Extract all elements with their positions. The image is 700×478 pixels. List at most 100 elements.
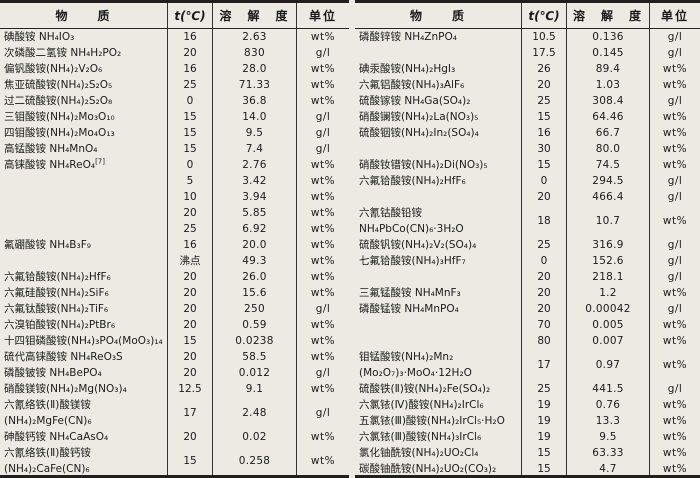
substance-name: 六氟铪酸铵(NH₄)₂HfF₆	[359, 175, 466, 187]
solubility-value: 66.7	[595, 127, 621, 139]
temperature-cell: 0 20	[522, 253, 567, 285]
substance-cell: 碘汞酸铵(NH₄)₂HgI₃	[355, 61, 522, 77]
col-substance-header: 物 质	[0, 3, 168, 28]
substance-name: 硫酸铟铵(NH₄)₂In₂(SO₄)₄	[359, 127, 479, 139]
unit-cell: wt% wt% wt% wt% wt%	[297, 157, 349, 237]
solubility-table-right: 物 质 t(℃) 溶 解 度 单位 磷酸锌铵 NH₄ZnPO₄ 10.5 17.5 0.136…	[355, 0, 700, 478]
unit-value: wt%	[662, 463, 688, 475]
table-row: 四钼酸铵(NH₄)₂Mo₄O₁₃ 15 9.5 g/l	[0, 125, 349, 141]
unit-cell: wt%	[297, 269, 349, 285]
unit-value: g/l	[667, 239, 683, 251]
unit-value: wt%	[662, 359, 688, 371]
temperature-cell: 25	[522, 237, 567, 253]
col-unit-header: 单位	[650, 3, 700, 28]
substance-name: 硝酸镧铵(NH₄)₂La(NO₃)₅	[359, 111, 479, 123]
unit-value: wt%	[310, 455, 336, 467]
temperature-value: 18	[537, 215, 551, 227]
unit-cell: g/l	[650, 381, 700, 397]
substance-cell: 五氯铱(Ⅲ)酸铵(NH₄)₂IrCl₅·H₂O	[355, 413, 522, 429]
solubility-value: 152.6	[592, 255, 624, 267]
solubility-cell: 0.02	[213, 429, 297, 445]
substance-cell: 磷酸锌铵 NH₄ZnPO₄	[355, 29, 522, 61]
solubility-value: 0.76	[595, 399, 621, 411]
temperature-value: 10	[183, 191, 197, 203]
temperature-cell: 20	[168, 285, 213, 301]
table-row: 氟硼酸铵 NH₄B₃F₉ 16 沸点 20.0 49.3 wt% wt%	[0, 237, 349, 269]
solubility-value: 15.6	[242, 287, 267, 299]
temperature-value: 0	[540, 175, 548, 187]
temperature-value: 25	[537, 239, 551, 251]
substance-name: 碘汞酸铵(NH₄)₂HgI₃	[359, 63, 456, 75]
temperature-value: 0	[186, 159, 194, 171]
unit-value: wt%	[662, 399, 688, 411]
solubility-value: 3.94	[242, 191, 267, 203]
unit-cell: wt%	[297, 349, 349, 365]
substance-name: (NH₄)₂MgFe(CN)₆	[4, 415, 92, 427]
temperature-cell: 20	[522, 285, 567, 301]
temperature-value: 26	[537, 63, 551, 75]
temperature-value: 17	[537, 359, 551, 371]
temperature-cell: 0 5 10 20 25	[168, 157, 213, 237]
table-row: 三氟锰酸铵 NH₄MnF₃ 20 1.2 wt%	[355, 285, 700, 301]
temperature-value: 15	[183, 111, 197, 123]
unit-value: wt%	[662, 287, 688, 299]
substance-name: 六氟硅酸铵(NH₄)₂SiF₆	[4, 287, 109, 299]
substance-cell: 六氟钛酸铵(NH₄)₂TiF₆	[0, 301, 168, 317]
col-solubility-header-label: 溶 解 度	[219, 9, 290, 23]
solubility-cell: 14.0	[213, 109, 297, 125]
substance-name: (NH₄)₂CaFe(CN)₆	[4, 463, 90, 475]
table-row: 硫酸铟铵(NH₄)₂In₂(SO₄)₄ 16 30 66.7 80.0 wt% wt%	[355, 125, 700, 157]
solubility-cell: 1.2	[567, 285, 650, 301]
unit-cell: wt%	[297, 429, 349, 445]
unit-cell: wt%	[650, 77, 700, 93]
substance-cell: 硫酸铁(Ⅱ)铵(NH₄)₂Fe(SO₄)₂	[355, 381, 522, 397]
temperature-value: 19	[537, 399, 551, 411]
substance-name: 六氟铪酸铵(NH₄)₂HfF₆	[4, 271, 111, 283]
substance-name: 七氟铪酸铵(NH₄)₃HfF₇	[359, 255, 466, 267]
unit-cell: g/l g/l	[650, 29, 700, 61]
table-row: 次磷酸二氢铵 NH₄H₂PO₂ 20 830 g/l	[0, 45, 349, 61]
unit-value: wt%	[662, 143, 688, 155]
table-row: 六氯铱(Ⅲ)酸铵(NH₄)₃IrCl₆ 19 9.5 wt%	[355, 429, 700, 445]
table-row: 硫酸镓铵 NH₄Ga(SO₄)₂ 25 308.4 g/l	[355, 93, 700, 109]
solubility-value: 20.0	[242, 239, 267, 251]
solubility-value: 250	[244, 303, 265, 315]
unit-value: wt%	[310, 383, 336, 395]
solubility-cell: 89.4	[567, 61, 650, 77]
temperature-cell: 20	[168, 45, 213, 61]
solubility-value: 63.33	[592, 447, 624, 459]
unit-value: g/l	[667, 175, 683, 187]
unit-value: wt%	[310, 63, 336, 75]
unit-cell: g/l	[297, 397, 349, 429]
temperature-cell: 17	[522, 349, 567, 381]
unit-value: g/l	[667, 31, 683, 43]
substance-name: 过二硫酸铵(NH₄)₂S₂O₈	[4, 95, 113, 107]
temperature-value: 20	[183, 351, 197, 363]
table-row: 六氟铪酸铵(NH₄)₂HfF₆ 0 20 294.5 466.4 g/l g/l	[355, 173, 700, 205]
temperature-value: 19	[537, 415, 551, 427]
table-row: 磷酸锌铵 NH₄ZnPO₄ 10.5 17.5 0.136 0.145 g/l g/l	[355, 29, 700, 61]
temperature-value: 20	[537, 79, 551, 91]
unit-value: wt%	[310, 271, 336, 283]
table-row: 六氟钛酸铵(NH₄)₂TiF₆ 20 250 g/l	[0, 301, 349, 317]
solubility-cell: 63.33	[567, 445, 650, 461]
substance-name: 六氟钛酸铵(NH₄)₂TiF₆	[4, 303, 109, 315]
substance-name: 硝酸镁铵(NH₄)₂Mg(NO₃)₄	[4, 383, 127, 395]
temperature-cell: 18	[522, 205, 567, 237]
table-row: 三钼酸铵(NH₄)₂Mo₃O₁₀ 15 14.0 g/l	[0, 109, 349, 125]
unit-cell: wt%	[297, 317, 349, 333]
table-row: 硝酸钕镨铵(NH₄)₂Di(NO₃)₅ 15 74.5 wt%	[355, 157, 700, 173]
temperature-value: 25	[183, 79, 197, 91]
substance-cell: 硫代高铼酸铵 NH₄ReO₃S	[0, 349, 168, 365]
substance-name: 硫酸钒铵(NH₄)₂V₂(SO₄)₄	[359, 239, 477, 251]
temperature-value: 16	[183, 239, 197, 251]
solubility-value: 74.5	[595, 159, 621, 171]
unit-cell: g/l	[297, 301, 349, 317]
temperature-cell: 19	[522, 413, 567, 429]
substance-name: 六氰钴酸铅铵	[359, 207, 422, 219]
table-row: 硝酸镧铵(NH₄)₂La(NO₃)₅ 15 64.46 wt%	[355, 109, 700, 125]
temperature-cell: 15	[168, 109, 213, 125]
unit-value: wt%	[662, 159, 688, 171]
solubility-value: 1.2	[599, 287, 617, 299]
solubility-value: 26.0	[242, 271, 267, 283]
